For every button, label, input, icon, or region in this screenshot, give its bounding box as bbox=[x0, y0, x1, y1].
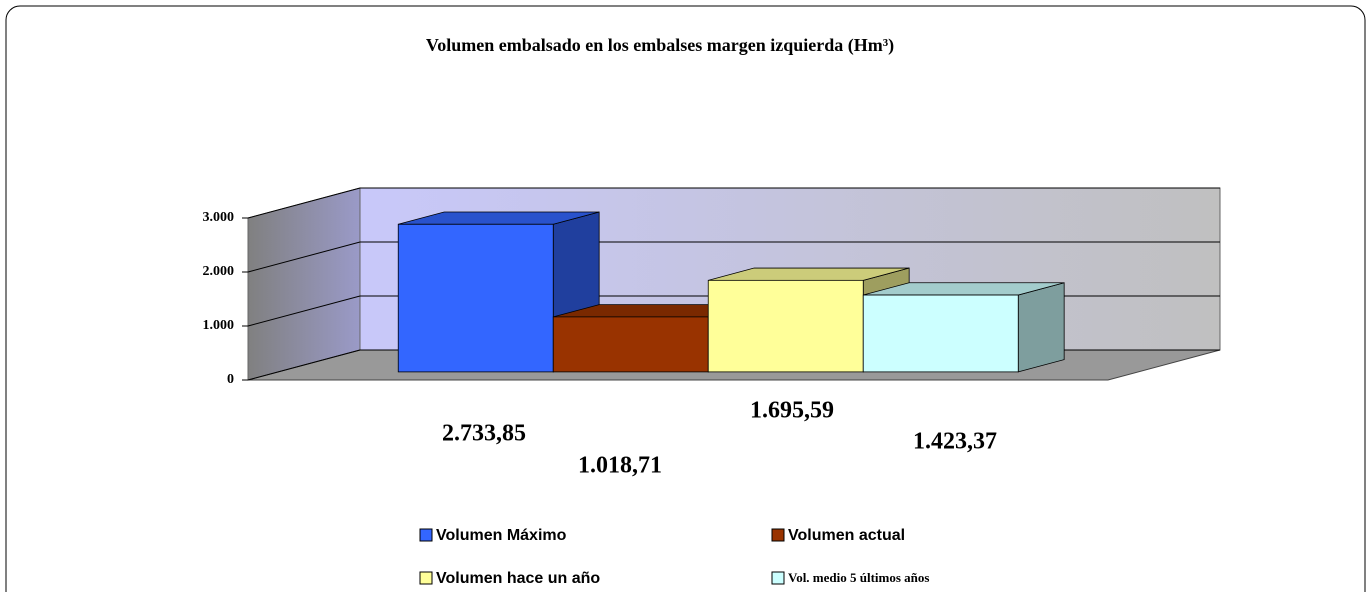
bar bbox=[862, 294, 1019, 373]
y-tick-label: 2.000 bbox=[203, 264, 235, 279]
legend-swatch bbox=[771, 528, 785, 542]
bar bbox=[397, 223, 554, 373]
legend-swatch bbox=[419, 528, 433, 542]
legend-label: Volumen hace un año bbox=[436, 570, 600, 587]
bar bbox=[707, 279, 864, 373]
bar bbox=[552, 316, 709, 373]
legend-label: Volumen actual bbox=[788, 527, 905, 544]
value-label: 1.423,37 bbox=[913, 429, 997, 455]
value-label: 1.018,71 bbox=[578, 453, 662, 479]
legend-swatch bbox=[771, 571, 785, 585]
grid-line bbox=[247, 241, 1220, 273]
y-tick-label: 0 bbox=[227, 372, 234, 387]
grid-line bbox=[247, 187, 1220, 219]
value-label: 1.695,59 bbox=[750, 398, 834, 424]
legend-label: Vol. medio 5 últimos años bbox=[788, 570, 929, 585]
legend-swatch bbox=[419, 571, 433, 585]
bar-side bbox=[1017, 282, 1065, 373]
chart-title: Volumen embalsado en los embalses margen… bbox=[426, 35, 894, 56]
left-wall bbox=[247, 187, 361, 381]
y-tick-label: 3.000 bbox=[203, 210, 235, 225]
value-label: 2.733,85 bbox=[442, 421, 526, 447]
legend-label: Volumen Máximo bbox=[436, 527, 567, 544]
y-tick-label: 1.000 bbox=[203, 318, 235, 333]
